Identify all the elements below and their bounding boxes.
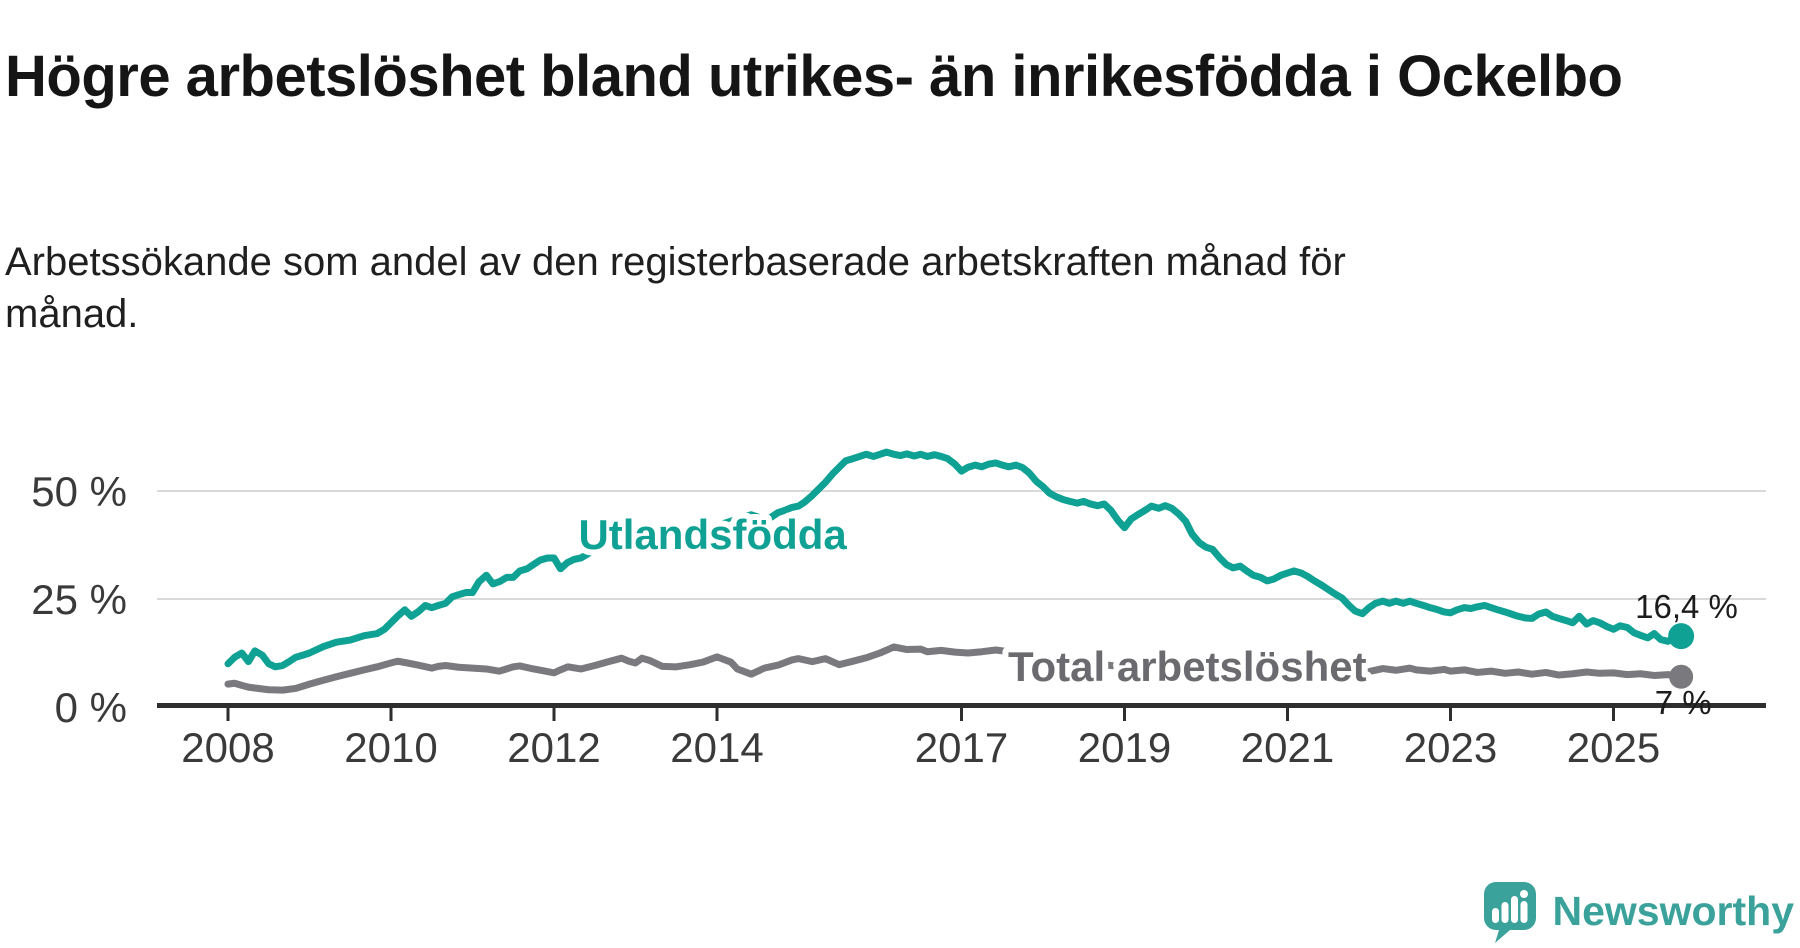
chart-gridlines: 0 % 25 % 50 % — [31, 468, 1766, 731]
chart-series — [224, 448, 1695, 694]
x-axis-tick-label: 2014 — [670, 724, 763, 771]
x-axis-tick-label: 2019 — [1078, 724, 1171, 771]
chart-annotations: Utlandsfödda 16,4 % Total arbetslöshet 7 % — [572, 505, 1738, 721]
chart-axis: 2008 2010 2012 2014 2017 2019 2021 2023 2025 — [157, 703, 1766, 771]
end-dot — [1668, 623, 1695, 650]
x-axis-tick-label: 2025 — [1567, 724, 1660, 771]
end-value-label: 16,4 % — [1635, 588, 1738, 625]
series-label: Utlandsfödda — [578, 511, 847, 558]
newsworthy-logo: Newsworthy — [1483, 882, 1795, 944]
end-value-label: 7 % — [1655, 684, 1712, 721]
line-total-arbetsl-shet — [224, 643, 1685, 694]
y-axis-tick-label: 0 % — [55, 684, 127, 731]
newsworthy-logo-text: Newsworthy — [1552, 888, 1795, 934]
x-axis-tick-label: 2012 — [507, 724, 600, 771]
newsworthy-bubble-chart-icon — [1483, 882, 1536, 943]
y-axis-tick-label: 50 % — [31, 468, 127, 515]
x-axis-tick-label: 2017 — [915, 724, 1008, 771]
chart-subtitle: Arbetssökande som andel av den registerb… — [5, 240, 1346, 336]
line-utlandsf-dda — [224, 448, 1685, 671]
x-axis-tick-label: 2008 — [181, 724, 274, 771]
series-label: Total arbetslöshet — [1008, 643, 1367, 690]
end-dot — [1669, 664, 1694, 689]
x-axis-tick-label: 2021 — [1241, 724, 1334, 771]
page-title: Högre arbetslöshet bland utrikes- än inr… — [5, 43, 1623, 109]
y-axis-tick-label: 25 % — [31, 576, 127, 623]
x-axis-tick-label: 2023 — [1404, 724, 1497, 771]
x-axis-tick-label: 2010 — [344, 724, 437, 771]
